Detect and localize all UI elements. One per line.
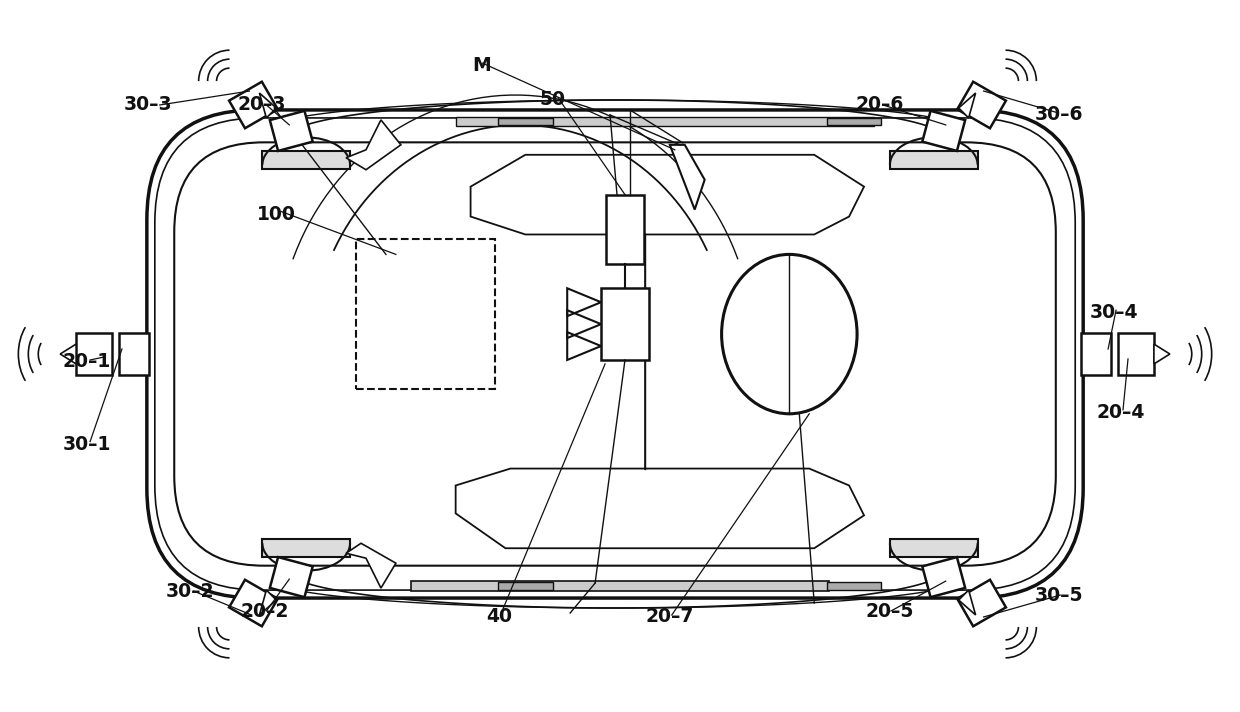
Polygon shape xyxy=(670,145,704,209)
Polygon shape xyxy=(61,344,76,364)
Text: 20–5: 20–5 xyxy=(866,602,914,621)
Bar xyxy=(923,111,965,151)
Bar xyxy=(455,117,874,127)
Polygon shape xyxy=(259,590,277,615)
Text: 30–3: 30–3 xyxy=(124,95,172,114)
Bar xyxy=(1081,333,1111,375)
Text: 30–4: 30–4 xyxy=(1090,303,1138,322)
Bar xyxy=(270,557,312,597)
Bar xyxy=(270,111,312,151)
Bar xyxy=(890,151,977,169)
Text: 50: 50 xyxy=(539,90,565,109)
Polygon shape xyxy=(959,590,976,615)
Text: 20–7: 20–7 xyxy=(645,607,693,627)
Text: 20–1: 20–1 xyxy=(62,352,110,371)
Text: 100: 100 xyxy=(257,204,296,224)
Text: 20–3: 20–3 xyxy=(238,95,286,114)
Bar xyxy=(1118,333,1154,375)
Bar xyxy=(229,580,278,627)
Polygon shape xyxy=(1154,344,1169,364)
Text: M: M xyxy=(472,56,491,75)
Bar xyxy=(76,333,112,375)
Bar xyxy=(263,539,350,557)
Bar xyxy=(606,194,644,264)
Bar xyxy=(827,582,882,590)
Polygon shape xyxy=(959,93,976,118)
Text: 30–2: 30–2 xyxy=(166,582,215,601)
Bar xyxy=(356,239,496,389)
Bar xyxy=(923,557,965,597)
Bar xyxy=(498,118,553,125)
Text: 20–4: 20–4 xyxy=(1096,403,1145,422)
FancyBboxPatch shape xyxy=(146,110,1084,598)
Polygon shape xyxy=(346,543,396,588)
Text: 20–6: 20–6 xyxy=(856,95,904,114)
Bar xyxy=(498,582,553,590)
Bar xyxy=(827,118,882,125)
Bar xyxy=(263,151,350,169)
Text: 30–1: 30–1 xyxy=(62,435,110,454)
Bar xyxy=(601,288,649,360)
Text: 30–6: 30–6 xyxy=(1034,105,1083,125)
Bar xyxy=(890,539,977,557)
Polygon shape xyxy=(346,120,401,169)
Bar xyxy=(229,82,278,128)
Bar xyxy=(957,82,1006,128)
Bar xyxy=(410,581,830,591)
Text: 40: 40 xyxy=(486,607,512,627)
Bar xyxy=(957,580,1006,627)
Text: 20–2: 20–2 xyxy=(241,602,289,621)
Bar xyxy=(119,333,149,375)
Polygon shape xyxy=(259,93,277,118)
Text: 30–5: 30–5 xyxy=(1034,586,1083,605)
